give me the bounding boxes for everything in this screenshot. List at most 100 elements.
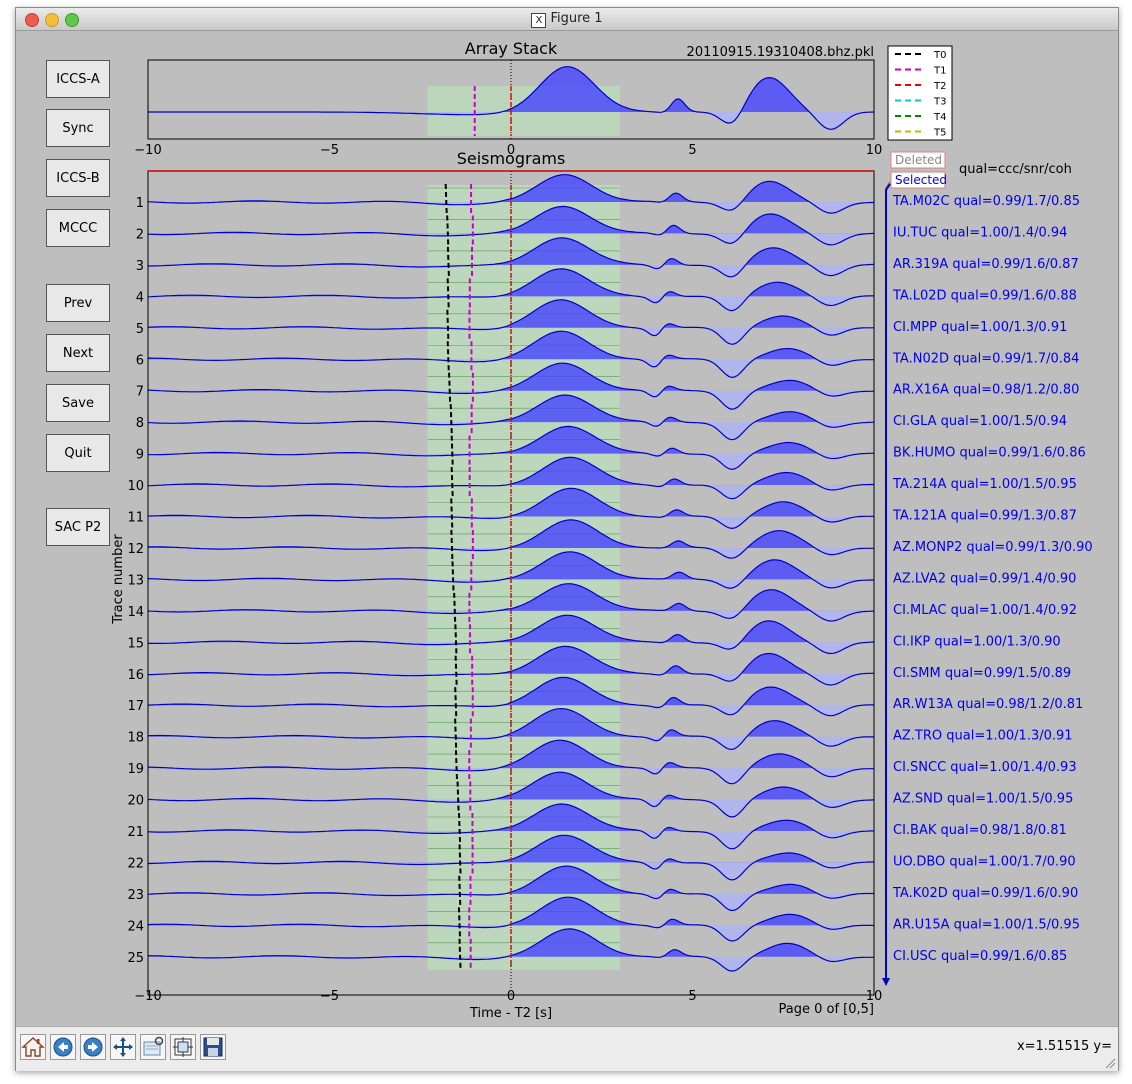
- title-bar: X Figure 1: [16, 8, 1118, 31]
- trace-label[interactable]: BK.HUMO qual=0.99/1.6/0.86: [893, 446, 1086, 461]
- trace-label[interactable]: UO.DBO qual=1.00/1.7/0.90: [893, 854, 1076, 869]
- t0-marker: [449, 404, 453, 436]
- figure-canvas[interactable]: ICCS-A Sync ICCS-B MCCC Prev Next Save Q…: [24, 34, 1110, 1024]
- trace-number-labels: 1234567891011121314151617181920212223242…: [127, 196, 144, 966]
- t0-marker: [454, 655, 458, 687]
- sync-button[interactable]: Sync: [46, 109, 110, 147]
- trace-17-negative-fill: [148, 705, 874, 716]
- down-arrow-icon: [882, 978, 890, 986]
- forward-arrow-icon[interactable]: [80, 1034, 106, 1060]
- iccs-a-button[interactable]: ICCS-A: [46, 60, 110, 98]
- t0-marker: [446, 309, 450, 341]
- t0-marker: [458, 875, 462, 907]
- iccs-b-button[interactable]: ICCS-B: [46, 159, 110, 197]
- page-indicator: Page 0 of [0,5]: [779, 1002, 875, 1017]
- deleted-box[interactable]: [890, 151, 946, 169]
- t0-marker: [458, 844, 462, 876]
- mccc-button[interactable]: MCCC: [46, 209, 110, 247]
- trace-label[interactable]: AZ.MONP2 qual=0.99/1.3/0.90: [893, 540, 1093, 555]
- trace-number: 15: [127, 636, 144, 651]
- trace-8-positive-fill: [148, 395, 874, 423]
- trace-label[interactable]: CI.SNCC qual=1.00/1.4/0.93: [893, 760, 1077, 775]
- trace-number: 18: [127, 731, 144, 746]
- zoom-rect-icon[interactable]: [140, 1034, 166, 1060]
- trace-label[interactable]: AZ.TRO qual=1.00/1.3/0.91: [893, 729, 1073, 744]
- trace-6-negative-fill: [148, 359, 874, 378]
- next-button[interactable]: Next: [46, 334, 110, 372]
- trace-number: 7: [136, 385, 144, 400]
- qual-header: qual=ccc/snr/coh: [959, 162, 1072, 177]
- trace-24-positive-fill: [148, 897, 874, 926]
- subplots-icon[interactable]: [170, 1034, 196, 1060]
- trace-label[interactable]: AR.U15A qual=1.00/1.5/0.95: [893, 917, 1080, 932]
- t0-marker: [444, 183, 448, 216]
- stack-panel[interactable]: [148, 60, 875, 139]
- zoom-window-button[interactable]: [65, 13, 79, 27]
- pan-icon[interactable]: [110, 1034, 136, 1060]
- trace-2-negative-fill: [148, 233, 874, 245]
- trace-7-negative-fill: [148, 390, 874, 410]
- trace-label[interactable]: CI.MPP qual=1.00/1.3/0.91: [893, 320, 1067, 335]
- trace-16[interactable]: [147, 645, 875, 686]
- save-button[interactable]: Save: [46, 384, 110, 422]
- seismogram-panel[interactable]: [147, 171, 875, 995]
- selected-box[interactable]: [890, 171, 946, 189]
- stack-frame: [147, 59, 875, 140]
- quit-button[interactable]: Quit: [46, 434, 110, 472]
- seis-ylabel: Trace number: [111, 534, 126, 625]
- trace-label[interactable]: CI.IKP qual=1.00/1.3/0.90: [893, 634, 1061, 649]
- trace-22-negative-fill: [148, 862, 874, 880]
- trace-number: 17: [127, 699, 144, 714]
- trace-label[interactable]: TA.121A qual=0.99/1.3/0.87: [892, 509, 1077, 524]
- trace-15-negative-fill: [148, 642, 874, 654]
- trace-label[interactable]: IU.TUC qual=1.00/1.4/0.94: [893, 225, 1067, 240]
- stack-tick-label: 10: [866, 143, 883, 158]
- trace-label[interactable]: CI.SMM qual=0.99/1.5/0.89: [893, 666, 1071, 681]
- trace-9-positive-fill: [148, 426, 874, 454]
- stack-x-ticks: −10 −5 0 5 10: [134, 143, 882, 158]
- trace-label[interactable]: AZ.SND qual=1.00/1.5/0.95: [893, 792, 1073, 807]
- legend-label: T1: [933, 66, 946, 77]
- prev-button[interactable]: Prev: [46, 284, 110, 322]
- trace-number: 12: [127, 542, 144, 557]
- resize-grip-icon[interactable]: [1104, 1057, 1116, 1069]
- trace-station-labels[interactable]: TA.M02C qual=0.99/1.7/0.85 IU.TUC qual=1.…: [892, 194, 1093, 964]
- trace-label[interactable]: AR.X16A qual=0.98/1.2/0.80: [893, 383, 1079, 398]
- trace-4-negative-fill: [148, 296, 874, 311]
- trace-label[interactable]: TA.L02D qual=0.99/1.6/0.88: [892, 288, 1077, 303]
- trace-label[interactable]: TA.N02D qual=0.99/1.7/0.84: [892, 351, 1079, 366]
- close-window-button[interactable]: [25, 13, 39, 27]
- t0-marker: [458, 938, 462, 970]
- trace-label[interactable]: CI.GLA qual=1.00/1.5/0.94: [893, 414, 1067, 429]
- minimize-window-button[interactable]: [45, 13, 59, 27]
- trace-label[interactable]: AZ.LVA2 qual=0.99/1.4/0.90: [893, 571, 1076, 586]
- t0-marker: [446, 341, 450, 373]
- sac-p2-button[interactable]: SAC P2: [46, 508, 110, 546]
- trace-number: 20: [127, 794, 144, 809]
- trace-2-positive-fill: [148, 206, 874, 234]
- trace-label[interactable]: TA.K02D qual=0.99/1.6/0.90: [892, 886, 1078, 901]
- trace-number: 14: [127, 605, 144, 620]
- trace-label[interactable]: AR.319A qual=0.99/1.6/0.87: [893, 257, 1079, 272]
- seis-tick-label: 5: [688, 989, 696, 1004]
- back-arrow-icon[interactable]: [50, 1034, 76, 1060]
- plot-area[interactable]: Array Stack 20110915.19310408.bhz.pkl −1…: [24, 34, 1110, 1024]
- trace-number: 1: [136, 196, 144, 211]
- figure-window: X Figure 1 ICCS-A Sync ICCS-B MCCC Prev N…: [15, 7, 1119, 1071]
- trace-label[interactable]: AR.W13A qual=0.98/1.2/0.81: [893, 697, 1083, 712]
- trace-label[interactable]: TA.214A qual=1.00/1.5/0.95: [892, 477, 1077, 492]
- trace-label[interactable]: CI.MLAC qual=1.00/1.4/0.92: [893, 603, 1077, 618]
- trace-label[interactable]: TA.M02C qual=0.99/1.7/0.85: [892, 194, 1080, 209]
- trace-12-positive-fill: [148, 519, 874, 548]
- home-icon[interactable]: [20, 1034, 46, 1060]
- legend-label: T2: [933, 81, 946, 92]
- save-figure-icon[interactable]: [200, 1034, 226, 1060]
- trace-label[interactable]: CI.USC qual=0.99/1.6/0.85: [893, 949, 1067, 964]
- trace-13-negative-fill: [148, 579, 874, 589]
- trace-19-negative-fill: [148, 768, 874, 784]
- trace-25-positive-fill: [148, 928, 874, 957]
- trace-14[interactable]: [147, 583, 875, 622]
- trace-label[interactable]: CI.BAK qual=0.98/1.8/0.81: [893, 823, 1067, 838]
- trace-1-negative-fill: [148, 202, 874, 214]
- selection-legend[interactable]: Deleted Selected qual=ccc/snr/coh: [882, 151, 1072, 986]
